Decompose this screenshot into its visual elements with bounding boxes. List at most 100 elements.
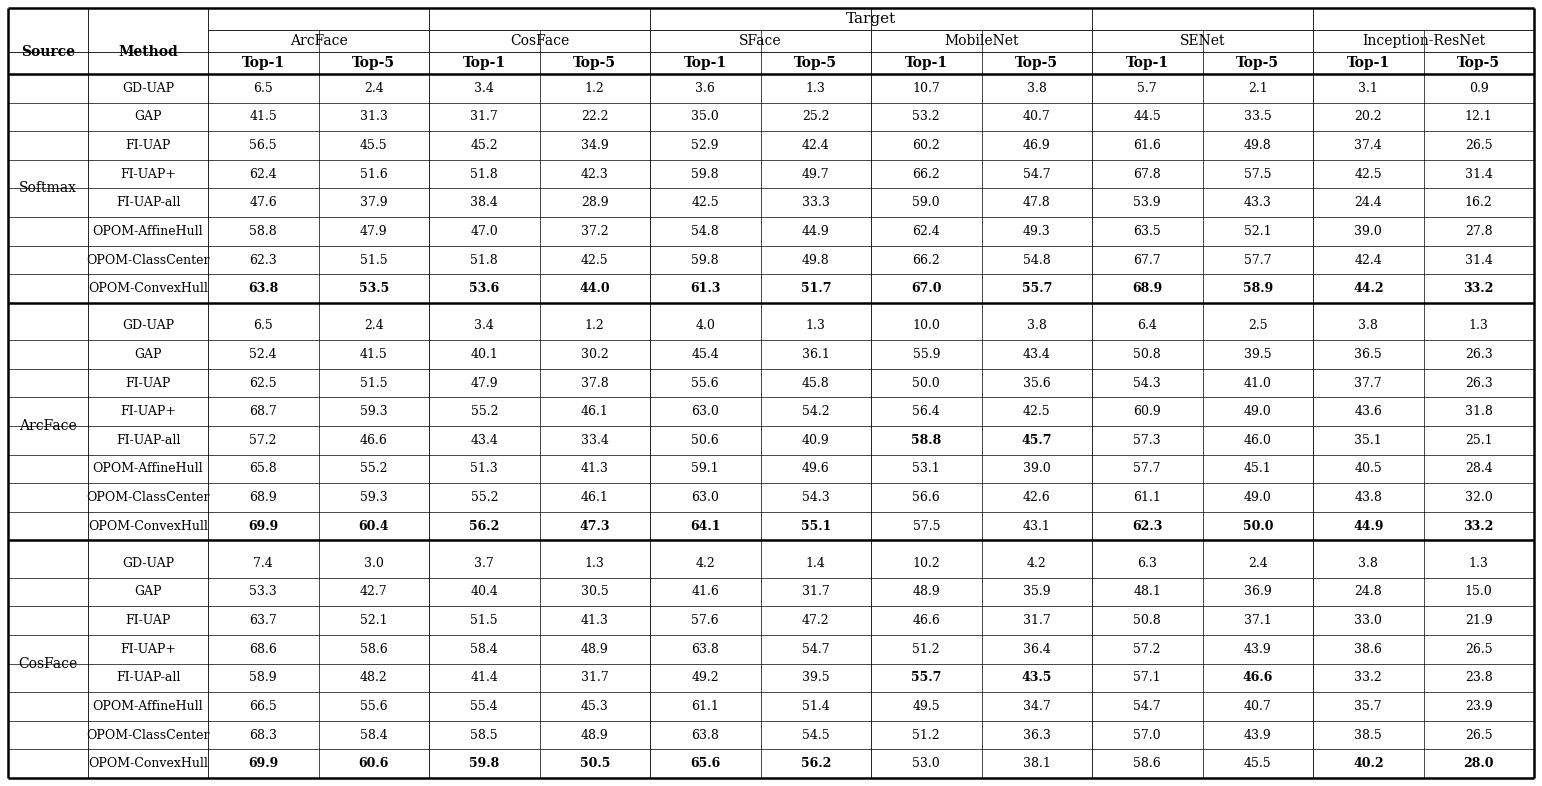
Text: 52.1: 52.1 — [1244, 225, 1272, 238]
Text: 37.9: 37.9 — [359, 196, 387, 209]
Text: 48.9: 48.9 — [913, 586, 941, 598]
Text: 6.4: 6.4 — [1138, 319, 1156, 332]
Text: 26.3: 26.3 — [1465, 348, 1493, 361]
Text: 58.9: 58.9 — [1243, 282, 1272, 295]
Text: FI-UAP+: FI-UAP+ — [120, 406, 176, 418]
Text: SFace: SFace — [739, 34, 782, 48]
Text: 22.2: 22.2 — [581, 110, 609, 123]
Text: 49.0: 49.0 — [1244, 491, 1272, 504]
Text: 1.2: 1.2 — [584, 319, 604, 332]
Text: 37.4: 37.4 — [1354, 139, 1382, 152]
Text: OPOM-AffineHull: OPOM-AffineHull — [93, 225, 204, 238]
Text: 57.7: 57.7 — [1133, 462, 1161, 476]
Text: 49.7: 49.7 — [802, 167, 830, 181]
Text: 33.2: 33.2 — [1463, 520, 1494, 533]
Text: 51.5: 51.5 — [359, 254, 387, 266]
Text: 62.5: 62.5 — [250, 376, 278, 390]
Text: GD-UAP: GD-UAP — [122, 82, 174, 95]
Text: OPOM-ClassCenter: OPOM-ClassCenter — [86, 491, 210, 504]
Text: 45.2: 45.2 — [470, 139, 498, 152]
Text: 42.3: 42.3 — [581, 167, 609, 181]
Text: 45.1: 45.1 — [1244, 462, 1272, 476]
Text: 53.5: 53.5 — [359, 282, 389, 295]
Text: 55.2: 55.2 — [359, 462, 387, 476]
Text: 26.5: 26.5 — [1465, 729, 1493, 741]
Text: Top-1: Top-1 — [683, 56, 726, 70]
Text: 47.9: 47.9 — [470, 376, 498, 390]
Text: ArcFace: ArcFace — [19, 419, 77, 433]
Text: 39.0: 39.0 — [1022, 462, 1050, 476]
Text: 36.9: 36.9 — [1244, 586, 1272, 598]
Text: 55.6: 55.6 — [691, 376, 719, 390]
Text: 54.8: 54.8 — [1022, 254, 1050, 266]
Text: 6.3: 6.3 — [1138, 556, 1156, 570]
Text: 42.5: 42.5 — [581, 254, 609, 266]
Text: 3.8: 3.8 — [1027, 82, 1047, 95]
Text: 57.7: 57.7 — [1244, 254, 1272, 266]
Text: 47.2: 47.2 — [802, 614, 830, 627]
Text: 25.1: 25.1 — [1465, 434, 1493, 446]
Text: 58.5: 58.5 — [470, 729, 498, 741]
Text: 34.9: 34.9 — [581, 139, 609, 152]
Text: Top-1: Top-1 — [1126, 56, 1169, 70]
Text: 51.6: 51.6 — [359, 167, 387, 181]
Text: 36.1: 36.1 — [802, 348, 830, 361]
Text: 33.2: 33.2 — [1354, 671, 1382, 685]
Text: 1.3: 1.3 — [806, 82, 825, 95]
Text: 60.4: 60.4 — [358, 520, 389, 533]
Text: 45.5: 45.5 — [1244, 757, 1272, 770]
Text: Top-5: Top-5 — [794, 56, 837, 70]
Text: 36.3: 36.3 — [1022, 729, 1050, 741]
Text: 54.8: 54.8 — [691, 225, 719, 238]
Text: 35.1: 35.1 — [1354, 434, 1382, 446]
Text: 37.7: 37.7 — [1354, 376, 1382, 390]
Text: 54.3: 54.3 — [1133, 376, 1161, 390]
Text: 56.2: 56.2 — [800, 757, 831, 770]
Text: CosFace: CosFace — [19, 656, 77, 670]
Text: 51.3: 51.3 — [470, 462, 498, 476]
Text: 45.8: 45.8 — [802, 376, 830, 390]
Text: GAP: GAP — [134, 586, 162, 598]
Text: 10.0: 10.0 — [913, 319, 941, 332]
Text: GD-UAP: GD-UAP — [122, 556, 174, 570]
Text: 28.4: 28.4 — [1465, 462, 1493, 476]
Text: 46.1: 46.1 — [581, 491, 609, 504]
Text: 49.3: 49.3 — [1022, 225, 1050, 238]
Text: 43.8: 43.8 — [1354, 491, 1382, 504]
Text: 55.4: 55.4 — [470, 700, 498, 713]
Text: 53.1: 53.1 — [913, 462, 941, 476]
Text: 67.8: 67.8 — [1133, 167, 1161, 181]
Text: 48.9: 48.9 — [581, 643, 609, 656]
Text: 4.0: 4.0 — [695, 319, 715, 332]
Text: OPOM-AffineHull: OPOM-AffineHull — [93, 700, 204, 713]
Text: 40.7: 40.7 — [1022, 110, 1050, 123]
Text: 23.9: 23.9 — [1465, 700, 1493, 713]
Text: 53.9: 53.9 — [1133, 196, 1161, 209]
Text: 46.0: 46.0 — [1244, 434, 1272, 446]
Text: 59.8: 59.8 — [691, 254, 719, 266]
Text: 65.8: 65.8 — [250, 462, 278, 476]
Text: 31.7: 31.7 — [802, 586, 830, 598]
Text: 52.9: 52.9 — [691, 139, 719, 152]
Text: 7.4: 7.4 — [253, 556, 273, 570]
Text: 60.2: 60.2 — [913, 139, 941, 152]
Text: 68.3: 68.3 — [250, 729, 278, 741]
Text: 68.7: 68.7 — [250, 406, 278, 418]
Text: 6.5: 6.5 — [253, 82, 273, 95]
Text: 46.6: 46.6 — [913, 614, 941, 627]
Text: 6.5: 6.5 — [253, 319, 273, 332]
Text: 3.4: 3.4 — [475, 82, 493, 95]
Text: 43.9: 43.9 — [1244, 643, 1272, 656]
Text: 57.0: 57.0 — [1133, 729, 1161, 741]
Text: 40.7: 40.7 — [1244, 700, 1272, 713]
Text: 51.8: 51.8 — [470, 167, 498, 181]
Text: 57.6: 57.6 — [691, 614, 719, 627]
Text: 56.4: 56.4 — [913, 406, 941, 418]
Text: 28.9: 28.9 — [581, 196, 609, 209]
Text: 61.1: 61.1 — [691, 700, 719, 713]
Text: 67.7: 67.7 — [1133, 254, 1161, 266]
Text: 59.3: 59.3 — [359, 406, 387, 418]
Text: 3.4: 3.4 — [475, 319, 493, 332]
Text: 35.9: 35.9 — [1022, 586, 1050, 598]
Text: 49.8: 49.8 — [802, 254, 830, 266]
